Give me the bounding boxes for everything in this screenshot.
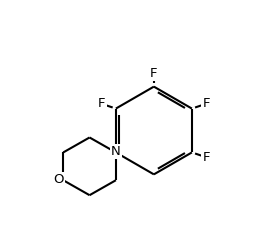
Text: N: N [111, 145, 121, 158]
Text: F: F [98, 97, 105, 110]
Text: F: F [202, 151, 210, 164]
Text: F: F [150, 67, 158, 80]
Text: F: F [202, 97, 210, 110]
Text: O: O [53, 173, 63, 186]
